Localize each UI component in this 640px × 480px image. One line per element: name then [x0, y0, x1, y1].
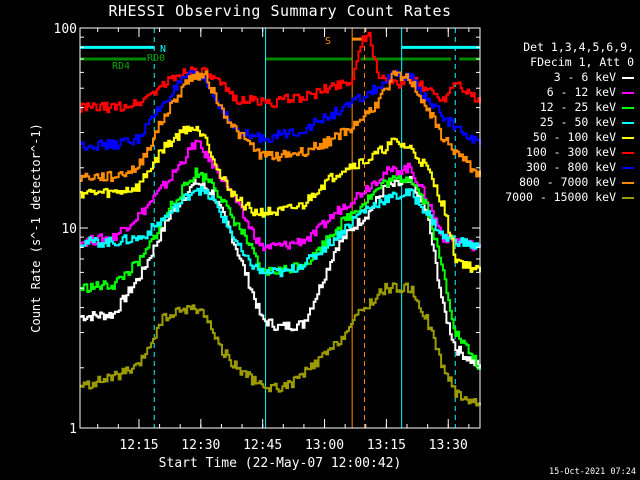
legend-label: 6 - 12 keV	[546, 85, 616, 99]
legend-item: 300 - 800 keV	[505, 160, 634, 175]
x-tick-label: 13:00	[305, 438, 344, 453]
x-tick-label: 12:30	[181, 438, 220, 453]
series-line	[80, 70, 481, 182]
legend-item: 50 - 100 keV	[505, 130, 634, 145]
legend-item: 100 - 300 keV	[505, 145, 634, 160]
y-tick-label: 1	[69, 422, 77, 437]
x-tick-label: 12:45	[243, 438, 282, 453]
series-line	[80, 31, 481, 114]
x-tick-label: 13:30	[429, 438, 468, 453]
legend-swatch	[622, 76, 634, 79]
legend-swatch	[622, 181, 634, 184]
y-tick-label: 100	[54, 22, 77, 37]
x-tick-label: 13:15	[367, 438, 406, 453]
legend-label: 100 - 300 keV	[525, 145, 616, 159]
legend-item: 25 - 50 keV	[505, 115, 634, 130]
legend-item: 6 - 12 keV	[505, 85, 634, 100]
series-line	[80, 139, 481, 252]
y-tick-label: 10	[61, 222, 77, 237]
series-line	[80, 69, 481, 151]
legend-label: 7000 - 15000 keV	[505, 190, 616, 204]
legend-label: 12 - 25 keV	[539, 100, 616, 114]
legend-swatch	[622, 196, 634, 199]
x-axis-label: Start Time (22-May-07 12:00:42)	[159, 456, 402, 471]
y-axis-label: Count Rate (s^-1 detector^-1)	[29, 123, 43, 333]
legend-swatch	[622, 166, 634, 169]
annotation-label: RD4	[112, 61, 130, 72]
series-line	[80, 282, 481, 407]
legend-header-1: Det 1,3,4,5,6,9,	[523, 40, 634, 54]
legend-label: 50 - 100 keV	[532, 130, 616, 144]
series-line	[80, 167, 481, 370]
x-tick-label: 12:15	[119, 438, 158, 453]
series-line	[80, 186, 481, 278]
chart-title: RHESSI Observing Summary Count Rates	[108, 2, 452, 20]
x-axis: 12:15 12:30 12:45 13:00 13:15 13:30	[97, 28, 470, 453]
footer-timestamp: 15-Oct-2021 07:24	[549, 467, 636, 477]
legend-label: 800 - 7000 keV	[519, 175, 616, 189]
annotation-label: N	[160, 44, 166, 55]
legend-item: 7000 - 15000 keV	[505, 190, 634, 205]
series-line	[80, 125, 481, 273]
annotation-label: RD0	[147, 53, 165, 64]
legend-swatch	[622, 136, 634, 139]
y-axis: 1 10 100	[54, 22, 480, 437]
legend-label: 25 - 50 keV	[539, 115, 616, 129]
legend: Det 1,3,4,5,6,9, FDecim 1, Att 0 3 - 6 k…	[505, 40, 634, 205]
series-group	[80, 31, 481, 407]
legend-item: 12 - 25 keV	[505, 100, 634, 115]
legend-swatch	[622, 91, 634, 94]
legend-swatch	[622, 121, 634, 124]
legend-item: 800 - 7000 keV	[505, 175, 634, 190]
legend-swatch	[622, 106, 634, 109]
legend-label: 300 - 800 keV	[525, 160, 616, 174]
annotation-label: S	[325, 36, 331, 47]
flag-bars	[80, 37, 480, 61]
legend-header-2: FDecim 1, Att 0	[530, 55, 634, 69]
legend-swatch	[622, 151, 634, 154]
legend-label: 3 - 6 keV	[553, 70, 616, 84]
legend-item: 3 - 6 keV	[505, 70, 634, 85]
